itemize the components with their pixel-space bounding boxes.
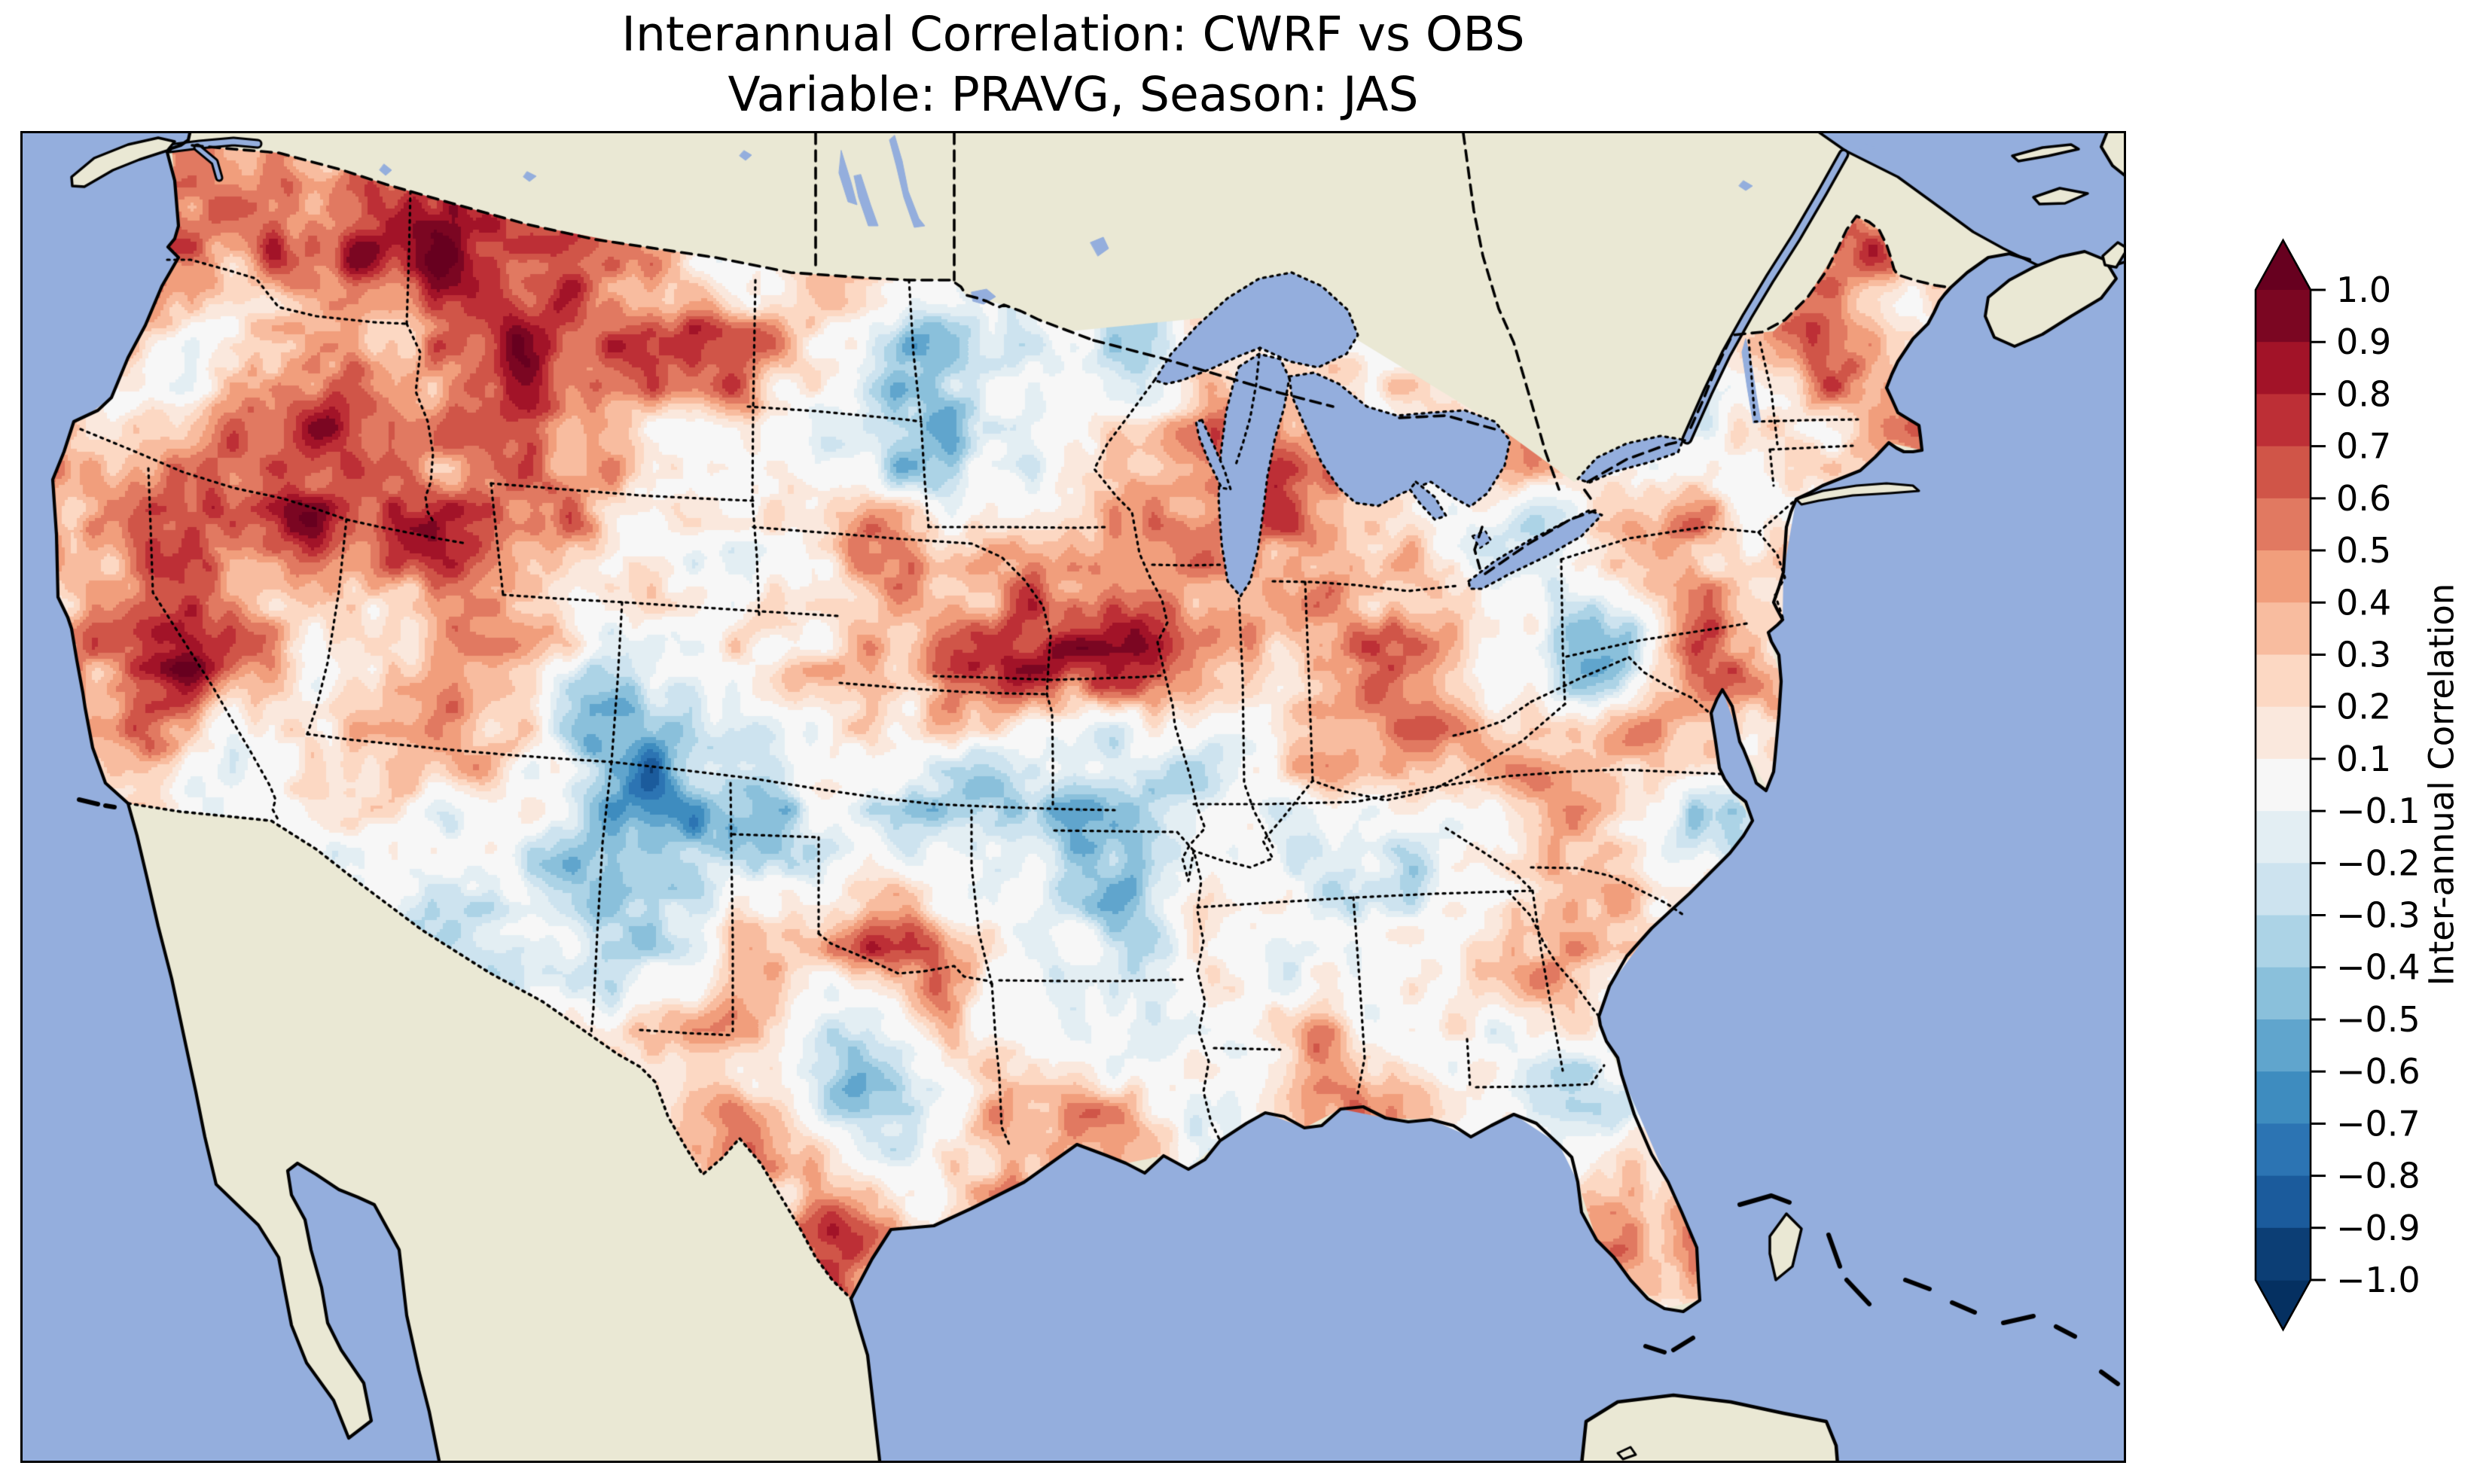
colorbar-segment	[2256, 1071, 2311, 1125]
colorbar-segment	[2256, 1227, 2311, 1281]
colorbar-tick-label: −0.9	[2336, 1208, 2421, 1248]
colorbar-segment	[2256, 654, 2311, 708]
title-line-1: Interannual Correlation: CWRF vs OBS	[621, 7, 1525, 62]
map-panel	[20, 131, 2126, 1463]
colorbar-segment	[2256, 1123, 2311, 1177]
colorbar-tick-label: −0.2	[2336, 843, 2421, 883]
colorbar-segment	[2256, 863, 2311, 916]
colorbar-segment	[2256, 915, 2311, 968]
colorbar-tick-label: 0.3	[2336, 634, 2391, 675]
colorbar-tick-label: −0.1	[2336, 791, 2421, 831]
colorbar-tick-label: −0.7	[2336, 1103, 2421, 1144]
colorbar-segment	[2256, 498, 2311, 551]
colorbar-segment	[2256, 446, 2311, 499]
colorbar-tick-label: 0.4	[2336, 582, 2391, 623]
colorbar-tick-label: 0.1	[2336, 739, 2391, 779]
colorbar-segment	[2256, 394, 2311, 447]
colorbar-tick-label: 0.6	[2336, 478, 2391, 519]
colorbar-segment	[2256, 602, 2311, 656]
colorbar-axis-label: Inter-annual Correlation	[2421, 583, 2462, 986]
colorbar-tick-label: −0.4	[2336, 947, 2421, 988]
colorbar-tick-label: 0.2	[2336, 687, 2391, 727]
colorbar-tick-label: 0.5	[2336, 530, 2391, 571]
colorbar-segment	[2256, 1175, 2311, 1229]
colorbar-segment	[2256, 811, 2311, 864]
colorbar-segment	[2256, 1019, 2311, 1072]
colorbar-tick-label: −1.0	[2336, 1260, 2421, 1300]
colorbar-segment	[2256, 967, 2311, 1020]
colorbar-svg: 1.0 0.9 0.8 0.7 0.6 0.5 0.4 0.3 0.2 0.1 −0.1 −0.2 −0…	[2254, 238, 2421, 1332]
colorbar-segment	[2256, 706, 2311, 760]
colorbar-tick-label: 1.0	[2336, 270, 2391, 310]
figure-title: Interannual Correlation: CWRF vs OBS Var…	[621, 5, 1524, 125]
colorbar-under-arrow	[2256, 1280, 2311, 1330]
colorbar-segment	[2256, 550, 2311, 603]
colorbar-tick-label: −0.6	[2336, 1051, 2421, 1092]
colorbar-tick-label: −0.3	[2336, 895, 2421, 936]
map-canvas	[23, 133, 2124, 1461]
colorbar: 1.0 0.9 0.8 0.7 0.6 0.5 0.4 0.3 0.2 0.1 −0.1 −0.2 −0…	[2229, 218, 2474, 1363]
title-line-2: Variable: PRAVG, Season: JAS	[728, 67, 1419, 122]
colorbar-segment	[2256, 342, 2311, 395]
colorbar-tick-label: −0.8	[2336, 1156, 2421, 1196]
colorbar-tick-label: 0.8	[2336, 373, 2391, 414]
colorbar-tick-label: 0.9	[2336, 321, 2391, 362]
colorbar-tick-label: 0.7	[2336, 426, 2391, 467]
colorbar-tick-label: −0.5	[2336, 999, 2421, 1040]
colorbar-over-arrow	[2256, 240, 2311, 290]
colorbar-segment	[2256, 290, 2311, 343]
colorbar-segment	[2256, 758, 2311, 812]
